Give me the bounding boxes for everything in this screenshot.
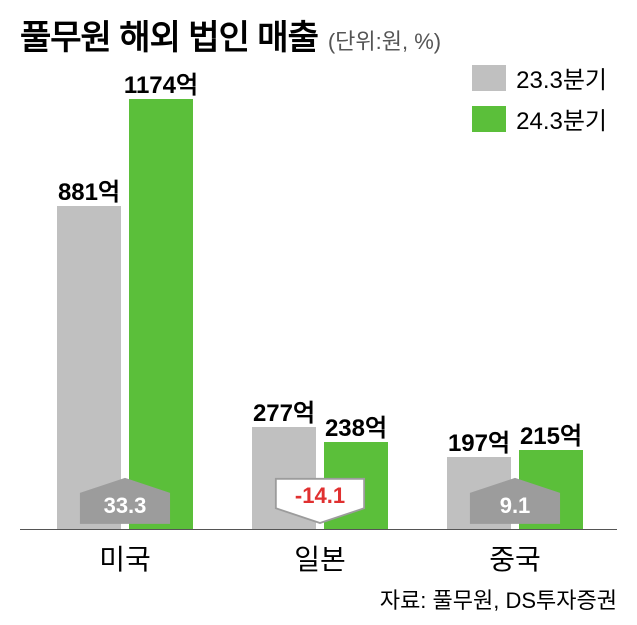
chart-title: 풀무원 해외 법인 매출	[20, 10, 318, 59]
change-up-badge: 33.3	[79, 477, 171, 525]
bar-value-label: 197억	[448, 423, 510, 458]
bar-value-label: 238억	[325, 408, 387, 443]
bar-group: 197억 215억 9.1	[430, 70, 600, 529]
bars-container: 881억 1174억	[40, 70, 210, 529]
bars-container: 277억 238억	[235, 70, 405, 529]
change-value: 33.3	[79, 493, 171, 519]
chart-source: 자료: 풀무원, DS투자증권	[380, 583, 617, 615]
change-up-badge: 9.1	[469, 477, 561, 525]
bar-group: 881억 1174억33.3	[40, 70, 210, 529]
x-axis-label: 미국	[40, 538, 210, 578]
change-down-badge: -14.1	[274, 477, 366, 525]
bar: 1174억	[129, 99, 193, 529]
change-value: 9.1	[469, 493, 561, 519]
bar-group: 277억 238억 -14.1	[235, 70, 405, 529]
bar-value-label: 215억	[520, 416, 582, 451]
chart-unit: (단위:원, %)	[328, 24, 441, 56]
bar-value-label: 881억	[58, 172, 120, 207]
bar-value-label: 277억	[253, 393, 315, 428]
change-value: -14.1	[274, 483, 366, 509]
x-axis-label: 일본	[235, 538, 405, 578]
bar-value-label: 1174억	[124, 65, 198, 100]
x-axis-label: 중국	[430, 538, 600, 578]
bars-container: 197억 215억	[430, 70, 600, 529]
chart-area: 881억 1174억33.3 277억 238억 -14.1 197억 215억 9.1	[20, 70, 617, 530]
